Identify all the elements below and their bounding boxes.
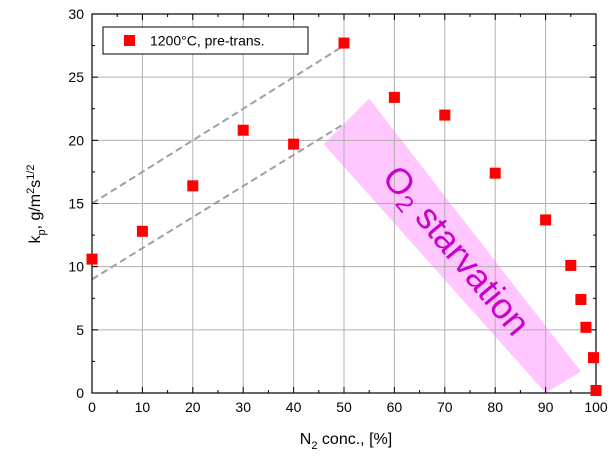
guide-line	[91, 44, 345, 205]
x-tick-label: 10	[135, 399, 151, 415]
data-point	[338, 37, 350, 49]
x-axis-title-rest: conc., [%]	[317, 431, 392, 448]
x-tick-label: 80	[487, 399, 503, 415]
data-point	[540, 214, 552, 226]
x-axis-title: N2 conc., [%]	[300, 431, 392, 452]
x-axis-title-main: N	[300, 431, 312, 448]
y-tick-label: 15	[68, 196, 84, 212]
legend-layer: 1200°C, pre-trans.	[102, 26, 309, 55]
axes-layer: 0 10 20 30 40 50 60 70 80 90 100 0 5 10 15 20 25 30	[68, 6, 607, 415]
y-axis-title-rest2: s	[27, 180, 44, 188]
data-point	[288, 138, 300, 150]
data-point	[388, 91, 400, 103]
data-point	[565, 259, 577, 271]
o2-starvation-band	[323, 98, 581, 393]
x-tick-label: 30	[235, 399, 251, 415]
x-tick-label: 100	[584, 399, 608, 415]
x-axis-title-sub: 2	[311, 440, 317, 452]
data-points-layer	[86, 37, 602, 396]
x-tick-label: 50	[336, 399, 352, 415]
guide-lines-layer	[91, 44, 345, 281]
x-tick-label: 90	[538, 399, 554, 415]
data-point	[489, 167, 501, 179]
data-point	[86, 253, 98, 265]
y-tick-label: 10	[68, 259, 84, 275]
y-axis-title-main: k	[27, 235, 44, 244]
data-point	[439, 109, 451, 121]
data-point	[187, 180, 199, 192]
data-point	[590, 384, 602, 396]
x-tick-label: 60	[387, 399, 403, 415]
x-tick-label: 70	[437, 399, 453, 415]
grid-layer	[92, 14, 596, 393]
y-tick-label: 20	[68, 132, 84, 148]
y-tick-label: 30	[68, 6, 84, 22]
o2-starvation-band-layer	[323, 98, 581, 393]
y-tick-label: 5	[76, 322, 84, 338]
data-point	[237, 124, 249, 136]
annotation-layer: O2 starvation	[371, 157, 539, 346]
y-axis-title-sub: p	[36, 229, 48, 235]
data-point	[136, 225, 148, 237]
legend-marker	[124, 35, 135, 46]
data-point	[580, 321, 592, 333]
x-tick-label: 0	[88, 399, 96, 415]
data-point	[587, 352, 599, 364]
y-axis-title-sup1: 2	[25, 188, 37, 194]
y-axis-title-sup2: 1/2	[25, 164, 37, 179]
y-tick-label: 25	[68, 69, 84, 85]
y-tick-label: 0	[76, 385, 84, 401]
legend-label: 1200°C, pre-trans.	[150, 33, 265, 49]
x-tick-label: 20	[185, 399, 201, 415]
guide-line	[91, 123, 345, 281]
data-point	[575, 294, 587, 306]
legend-box	[102, 26, 309, 55]
x-tick-label: 40	[286, 399, 302, 415]
o2-starvation-label-rest: starvation	[402, 189, 540, 343]
y-axis-title: kp, g/m2s1/2	[25, 164, 48, 243]
y-axis-title-rest1: , g/m	[27, 194, 44, 230]
o2-starvation-label: O2 starvation	[371, 157, 539, 346]
